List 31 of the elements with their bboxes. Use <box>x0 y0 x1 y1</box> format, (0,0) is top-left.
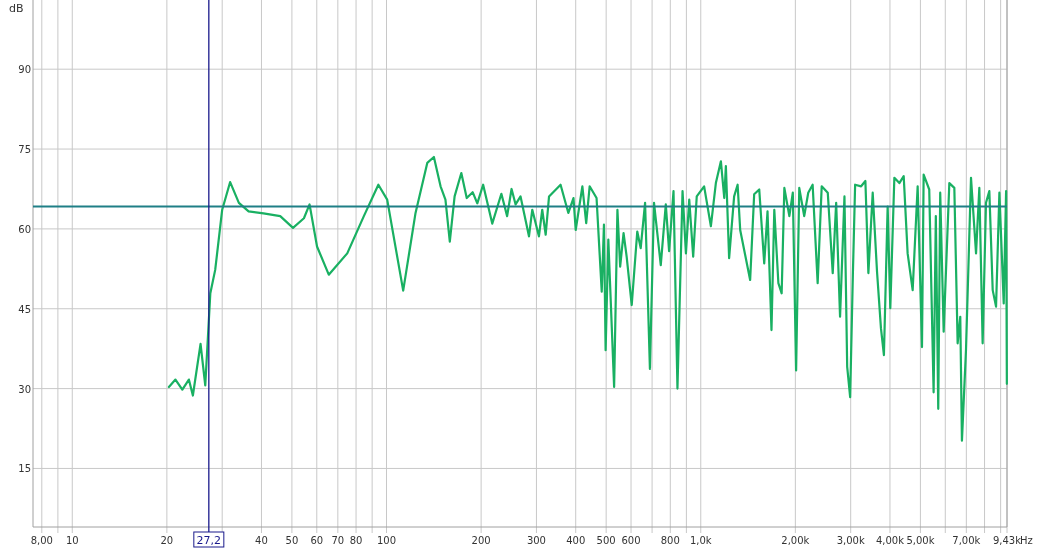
x-tick-label: 200 <box>471 535 491 546</box>
x-tick-label: 2,00k <box>781 535 810 546</box>
x-tick-label: 7,00k <box>952 535 981 546</box>
y-axis-title: dB <box>9 2 24 15</box>
x-tick-label: 400 <box>566 535 586 546</box>
x-tick-label: 40 <box>255 535 268 546</box>
y-tick-label: 60 <box>18 223 31 235</box>
x-tick-label: 1,0k <box>689 535 712 546</box>
y-tick-label: 90 <box>18 64 31 76</box>
x-tick-label: 600 <box>621 535 641 546</box>
x-tick-label: 20 <box>160 535 174 546</box>
x-tick-label: 9,43k <box>992 535 1022 546</box>
x-tick-label: 100 <box>376 535 397 546</box>
x-tick-label: 500 <box>596 535 616 546</box>
x-tick-label: 800 <box>660 535 680 546</box>
x-tick-label: 60 <box>310 535 324 546</box>
ref-line-label: 27,2 <box>196 534 222 547</box>
x-tick-label: 8,00 <box>30 535 53 546</box>
y-tick-label: 75 <box>18 144 31 156</box>
y-tick-label: 15 <box>18 463 31 475</box>
y-tick-label: 45 <box>18 303 31 315</box>
x-axis-title: Hz <box>1020 535 1033 546</box>
x-tick-label: 3,00k <box>836 535 865 546</box>
x-tick-label: 300 <box>526 535 546 546</box>
x-tick-label: 50 <box>285 535 299 546</box>
x-tick-label: 4,00k <box>875 535 905 546</box>
x-tick-label: 80 <box>349 535 363 546</box>
y-tick-label: 30 <box>18 383 31 395</box>
x-tick-label: 70 <box>331 535 345 546</box>
x-tick-label: 5,00k <box>906 535 935 546</box>
x-tick-label: 10 <box>65 535 79 546</box>
